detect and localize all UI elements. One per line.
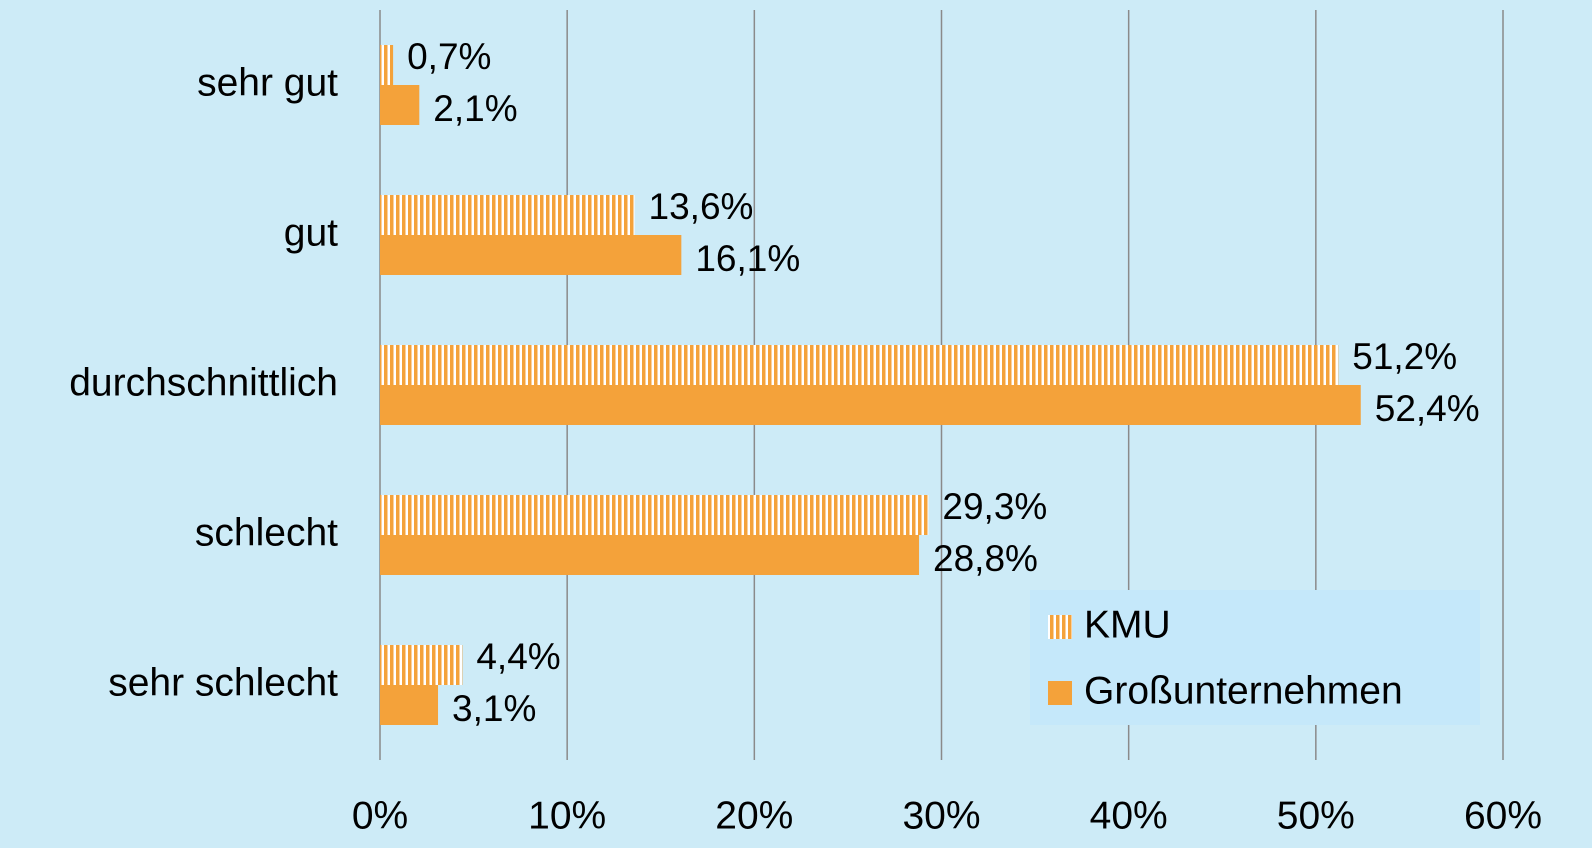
legend-swatch (1048, 681, 1072, 705)
bar (380, 45, 394, 85)
value-label: 0,7% (407, 36, 491, 77)
value-label: 16,1% (695, 238, 800, 279)
category-label: schlecht (195, 511, 338, 554)
value-label: 2,1% (433, 88, 517, 129)
value-label: 4,4% (476, 636, 560, 677)
value-label: 3,1% (452, 688, 536, 729)
value-label: 51,2% (1352, 336, 1457, 377)
bar (380, 535, 920, 575)
legend-label: Großunternehmen (1084, 669, 1403, 712)
bar (380, 85, 420, 125)
value-label: 13,6% (649, 186, 754, 227)
x-tick-label: 20% (715, 794, 793, 837)
bar (380, 495, 929, 535)
category-label: durchschnittlich (69, 361, 338, 404)
x-tick-label: 30% (902, 794, 980, 837)
legend-swatch (1048, 615, 1072, 639)
x-tick-label: 10% (528, 794, 606, 837)
value-label: 52,4% (1375, 388, 1480, 429)
category-label: gut (284, 211, 338, 254)
x-tick-label: 40% (1090, 794, 1168, 837)
bar (380, 685, 439, 725)
bar (380, 345, 1339, 385)
category-label: sehr gut (197, 61, 338, 104)
bar (380, 645, 463, 685)
value-label: 29,3% (942, 486, 1047, 527)
legend-label: KMU (1084, 603, 1171, 646)
legend-box (1030, 590, 1480, 725)
x-tick-label: 50% (1277, 794, 1355, 837)
bar (380, 385, 1361, 425)
bar (380, 195, 635, 235)
category-label: sehr schlecht (108, 661, 338, 704)
x-tick-label: 0% (352, 794, 408, 837)
x-tick-label: 60% (1464, 794, 1542, 837)
bar (380, 235, 682, 275)
value-label: 28,8% (933, 538, 1038, 579)
